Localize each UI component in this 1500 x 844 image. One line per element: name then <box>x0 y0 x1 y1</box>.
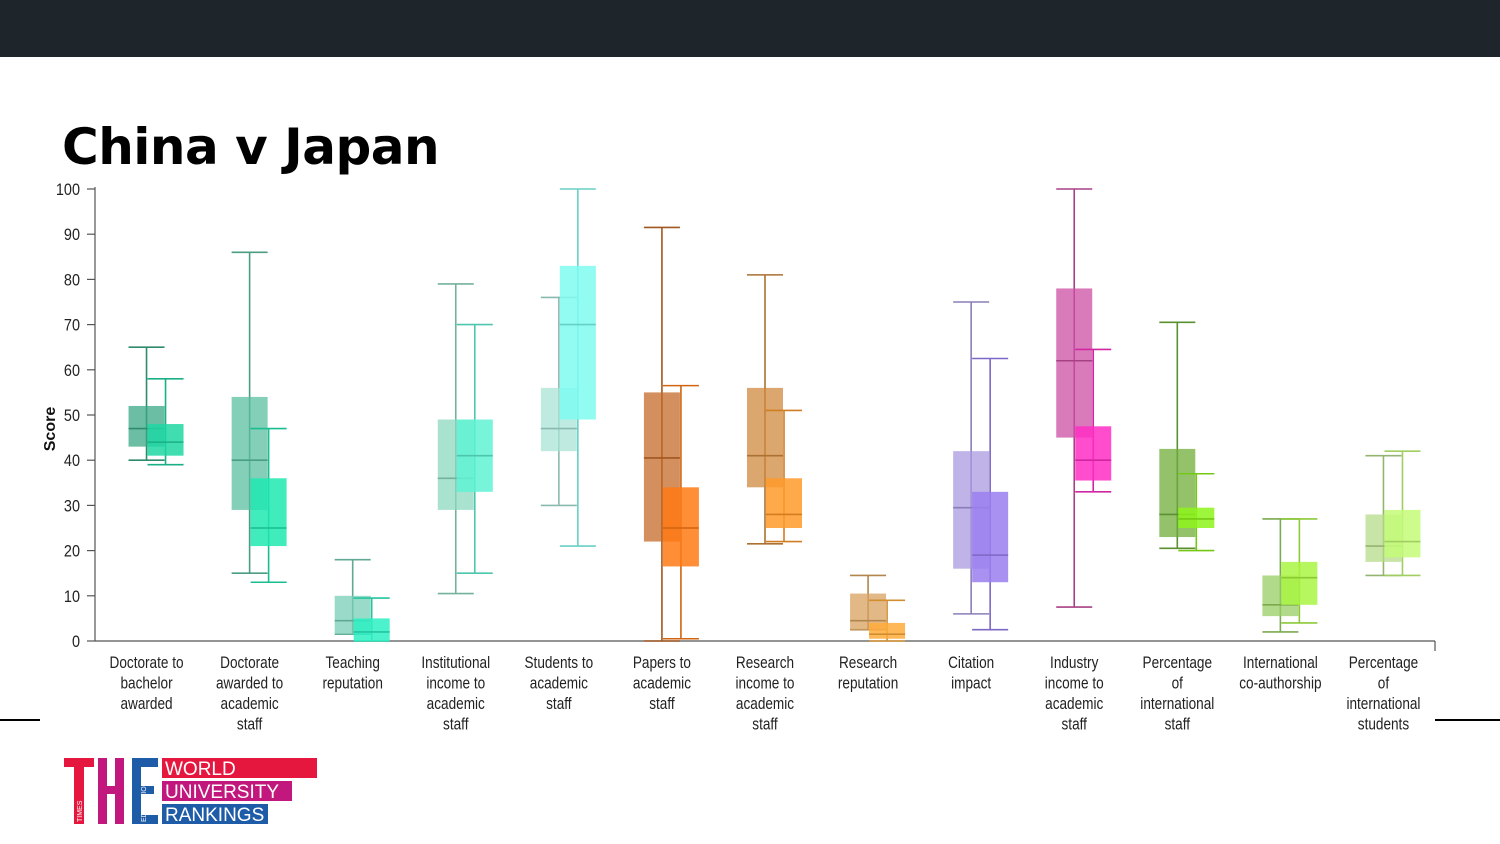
x-category-label: of <box>1172 674 1184 693</box>
x-category-label: awarded to <box>216 674 283 693</box>
x-category-label: Percentage <box>1349 654 1418 673</box>
y-tick-label: 90 <box>64 226 80 244</box>
y-tick-label: 20 <box>64 543 80 561</box>
x-category-label: International <box>1243 654 1318 673</box>
box-rect <box>869 622 906 639</box>
x-category-label: impact <box>951 674 992 693</box>
x-category-label: Research <box>839 654 897 673</box>
x-category-label: bachelor <box>120 674 172 693</box>
y-tick-label: 50 <box>64 407 80 425</box>
box-rect <box>353 618 390 641</box>
y-tick-label: 100 <box>56 181 80 199</box>
box-rect <box>1281 561 1318 605</box>
y-tick-label: 0 <box>72 633 80 651</box>
x-category-label: Research <box>736 654 794 673</box>
x-category-label: international <box>1140 695 1214 714</box>
x-category-label: Students to <box>524 654 593 673</box>
x-category-label: income to <box>1045 674 1104 693</box>
x-category-label: staff <box>1165 715 1191 734</box>
box-rect <box>747 387 783 488</box>
x-category-label: Papers to <box>633 654 691 673</box>
logo-word-university: UNIVERSITY <box>165 782 279 803</box>
logo-mark <box>64 758 317 824</box>
y-tick-label: 10 <box>64 588 80 606</box>
box-rect <box>1075 426 1112 481</box>
x-category-label: Percentage <box>1143 654 1212 673</box>
box-rect <box>1384 509 1421 558</box>
x-category-label: Teaching <box>326 654 380 673</box>
box-rect <box>766 478 802 528</box>
logo-word-times: TIMES <box>77 800 84 822</box>
x-category-label: academic <box>1045 695 1103 714</box>
x-category-label: Citation <box>948 654 994 673</box>
top-bar <box>0 0 1500 57</box>
x-category-label: academic <box>736 695 794 714</box>
box-rect <box>559 265 596 420</box>
logo-word-world: WORLD <box>165 759 236 780</box>
the-world-university-rankings-logo: TIMES HIGHER EDUCATION WORLD UNIVERSITY … <box>64 758 317 826</box>
x-category-label: students <box>1358 715 1410 734</box>
box-rect <box>972 491 1009 583</box>
box-rect <box>1178 507 1215 528</box>
box-rect <box>250 478 287 547</box>
x-category-label: income to <box>736 674 795 693</box>
x-category-label: co-authorship <box>1239 674 1321 693</box>
x-category-label: awarded <box>120 695 172 714</box>
y-tick-label: 30 <box>64 497 80 515</box>
x-category-label: Institutional <box>421 654 490 673</box>
logo-word-higher: HIGHER <box>108 795 115 822</box>
x-category-label: reputation <box>322 674 382 693</box>
x-category-label: staff <box>649 695 675 714</box>
left-rule <box>0 719 40 721</box>
x-category-label: of <box>1378 674 1390 693</box>
x-category-label: staff <box>546 695 572 714</box>
x-category-label: academic <box>633 674 691 693</box>
box-rect <box>147 424 184 456</box>
logo-word-education: EDUCATION <box>141 781 148 822</box>
x-category-label: Doctorate <box>220 654 279 673</box>
x-category-label: staff <box>752 715 778 734</box>
box-rect <box>662 487 699 567</box>
x-category-label: staff <box>1062 715 1088 734</box>
right-rule <box>1435 719 1500 721</box>
logo-word-rankings: RANKINGS <box>165 805 264 826</box>
box-rect <box>1056 288 1093 438</box>
x-category-label: reputation <box>838 674 898 693</box>
y-tick-label: 70 <box>64 317 80 335</box>
x-category-label: Doctorate to <box>110 654 184 673</box>
y-tick-label: 40 <box>64 452 80 470</box>
y-tick-label: 60 <box>64 362 80 380</box>
page-title: China v Japan <box>62 118 440 176</box>
x-category-label: staff <box>237 715 263 734</box>
x-category-label: international <box>1346 695 1420 714</box>
x-category-label: academic <box>427 695 485 714</box>
x-category-label: academic <box>530 674 588 693</box>
x-category-label: Industry <box>1050 654 1099 673</box>
x-category-label: income to <box>426 674 485 693</box>
x-category-label: academic <box>221 695 279 714</box>
x-category-label: staff <box>443 715 469 734</box>
y-tick-label: 80 <box>64 271 80 289</box>
y-axis-title: Score <box>42 407 59 452</box>
